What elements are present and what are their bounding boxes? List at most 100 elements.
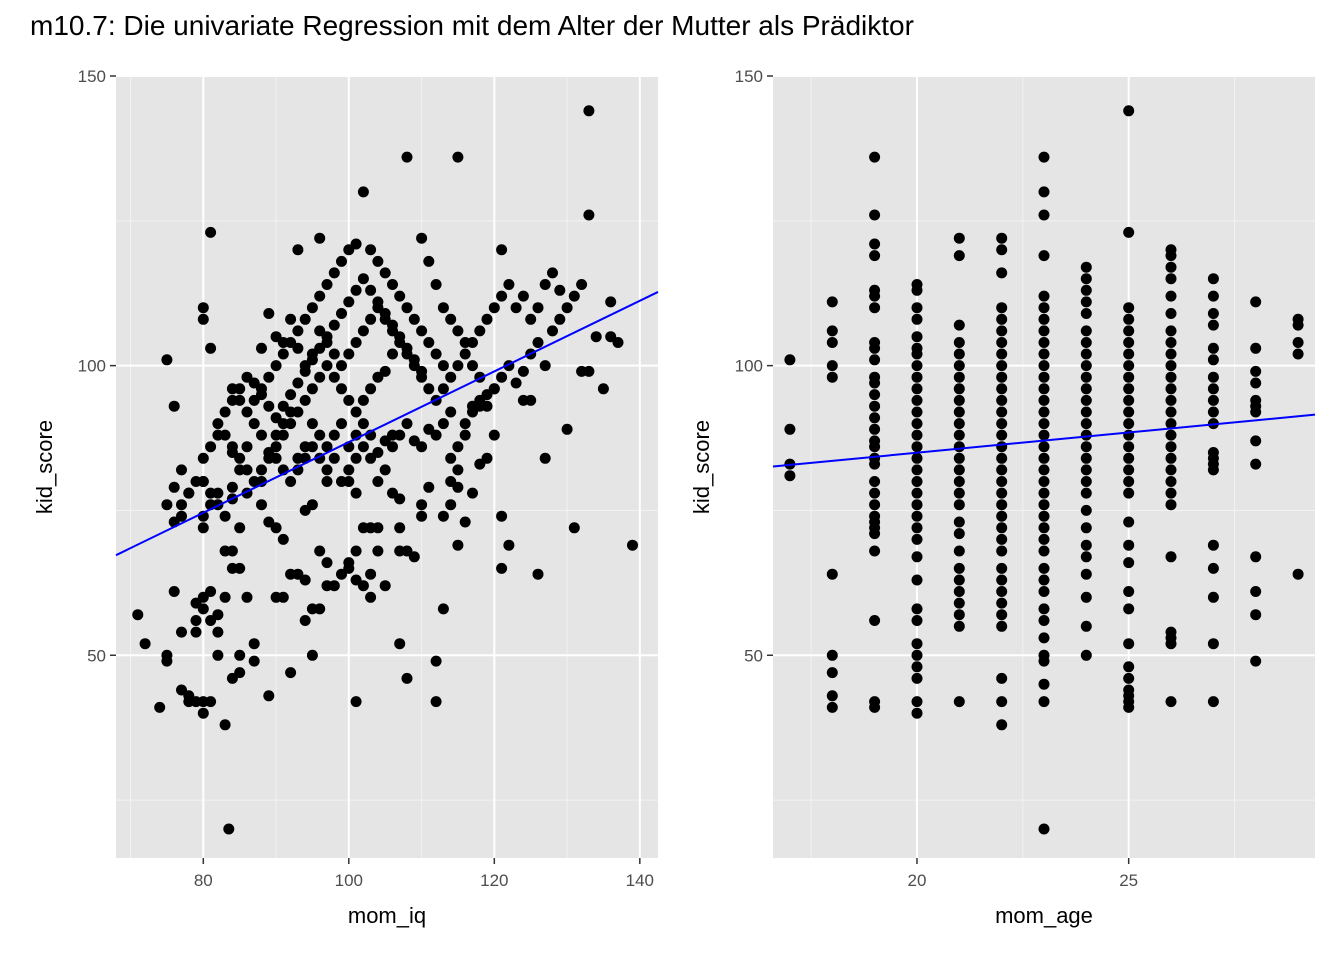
data-point [1038,394,1050,406]
data-point [1207,383,1219,395]
data-point [212,418,224,430]
data-point [1165,429,1177,441]
data-point [911,672,923,684]
data-point [445,313,457,325]
data-point [576,279,588,290]
data-point [197,452,209,464]
data-point [784,354,796,366]
data-point [911,394,923,406]
data-point [445,406,457,418]
data-point [1038,406,1050,418]
data-point [423,255,435,267]
data-point [911,284,923,296]
data-point [1250,435,1262,447]
data-point [481,313,493,325]
data-point [387,429,398,441]
data-point [328,348,340,360]
data-point [168,586,180,597]
y-tick-label: 150 [735,67,763,86]
data-point [953,319,965,331]
data-point [496,244,508,256]
data-point [379,580,391,592]
data-point [826,649,838,661]
data-point [510,377,522,389]
data-point [430,429,442,441]
data-point [306,441,318,453]
data-point [1080,273,1092,285]
data-point [1038,464,1050,476]
data-point [1250,609,1262,621]
data-point [212,609,224,621]
x-tick-label: 120 [480,871,508,890]
data-point [256,464,267,476]
data-point [234,562,246,574]
data-point [953,406,965,418]
data-point [328,429,340,441]
data-point [343,557,355,569]
data-point [869,342,881,354]
data-point [1250,458,1262,470]
data-point [996,394,1008,406]
x-tick-label: 100 [335,871,363,890]
data-point [996,510,1008,522]
data-point [437,603,449,615]
data-point [416,325,428,337]
data-point [234,649,246,661]
data-point [292,325,304,337]
data-point [336,308,347,319]
data-point [953,597,965,609]
data-point [437,302,449,314]
data-point [539,452,551,464]
data-point [430,696,442,708]
data-point [183,690,195,702]
data-point [423,481,435,493]
data-point [996,574,1008,586]
data-point [241,406,253,418]
data-point [1207,638,1219,650]
data-point [350,406,362,418]
data-point [350,545,362,557]
data-point [226,481,238,493]
data-point [459,348,471,360]
data-point [161,649,173,661]
data-point [1207,406,1219,418]
data-point [1038,360,1050,372]
data-point [292,406,304,418]
data-point [1080,383,1092,395]
data-point [365,313,377,325]
data-point [445,499,457,511]
data-point [437,418,449,430]
data-point [583,105,595,117]
data-point [996,672,1008,684]
data-point [869,302,881,314]
data-point [197,522,209,534]
data-point [869,151,881,163]
data-point [1080,284,1092,296]
data-point [321,360,333,372]
data-point [1038,452,1050,464]
data-point [336,255,347,267]
data-point [1080,649,1092,661]
data-point [1038,348,1050,360]
data-point [226,441,238,453]
data-point [996,586,1008,597]
regression-line-path [115,291,659,557]
data-point [996,337,1008,348]
data-point [1207,342,1219,354]
data-point [1123,302,1135,314]
data-point [953,696,965,708]
data-point [1292,337,1304,348]
data-point [911,302,923,314]
chart-title: m10.7: Die univariate Regression mit dem… [30,10,914,41]
data-point [1123,406,1135,418]
data-point [1038,632,1050,644]
data-point [277,429,289,441]
data-point [161,499,173,511]
data-point [869,476,881,487]
data-point [350,452,362,464]
data-point [161,354,173,366]
regression-line-path [772,413,1316,468]
data-point [996,620,1008,632]
data-point [532,568,544,580]
